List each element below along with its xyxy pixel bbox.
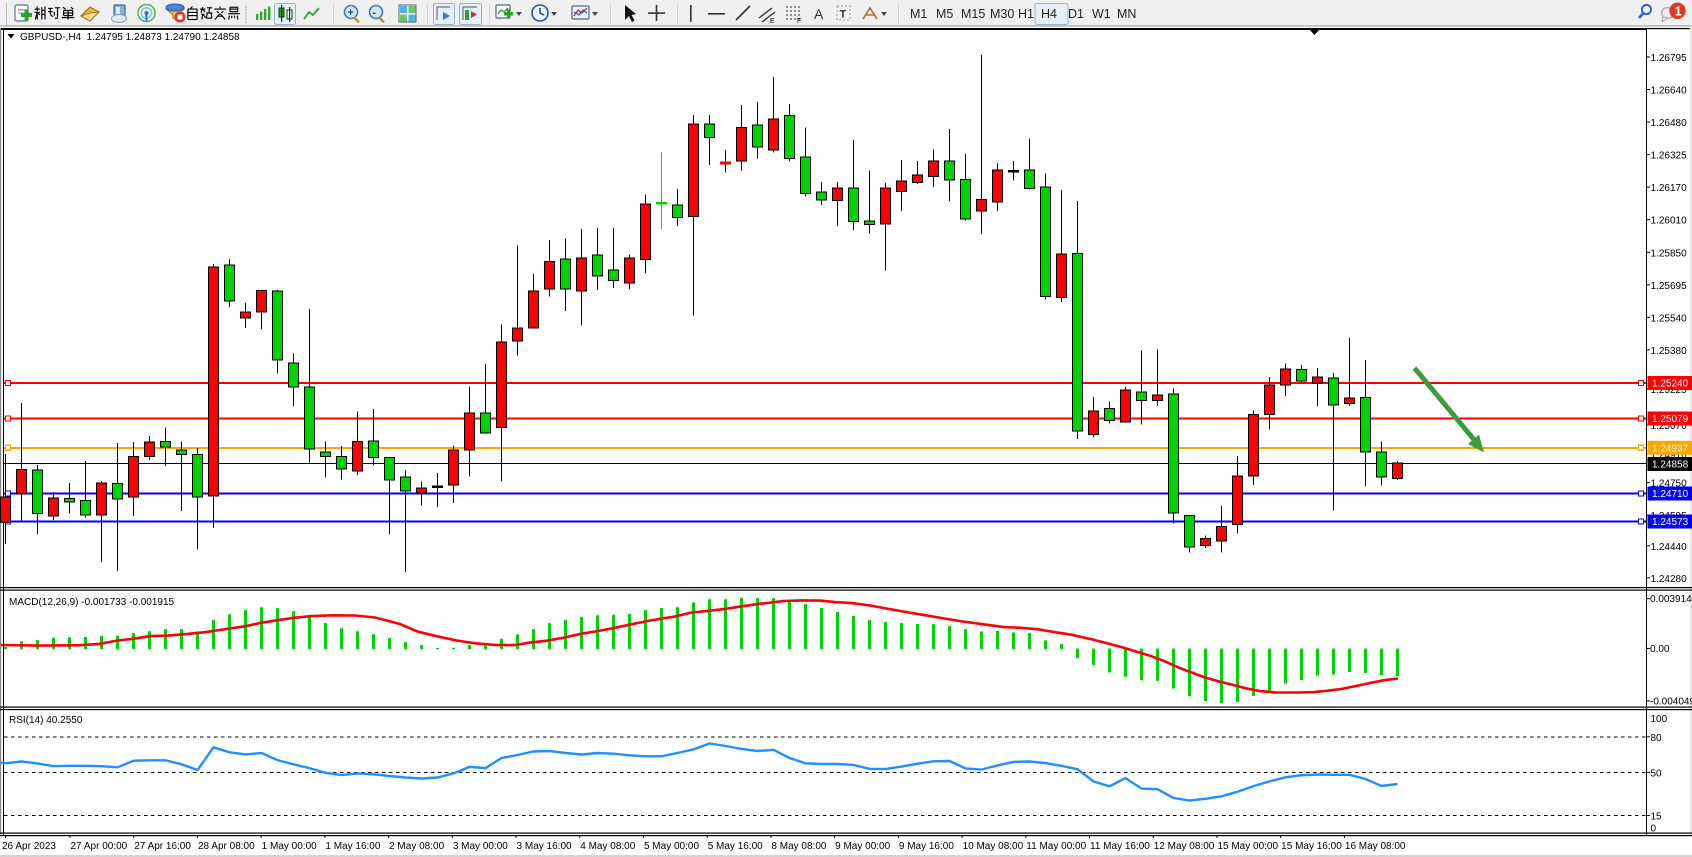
svg-text:9 May 00:00: 9 May 00:00 <box>835 841 890 852</box>
svg-text:-: - <box>372 7 376 19</box>
svg-text:2 May 08:00: 2 May 08:00 <box>389 841 444 852</box>
svg-text:11 May 00:00: 11 May 00:00 <box>1026 841 1086 852</box>
svg-text:15 May 16:00: 15 May 16:00 <box>1281 841 1342 852</box>
svg-text:27 Apr 16:00: 27 Apr 16:00 <box>134 841 191 852</box>
svg-text:27 Apr 00:00: 27 Apr 00:00 <box>71 841 128 852</box>
svg-text:M30: M30 <box>990 7 1014 21</box>
svg-text:1.24280: 1.24280 <box>1651 574 1688 585</box>
svg-text:1 May 00:00: 1 May 00:00 <box>262 841 317 852</box>
svg-text:8 May 08:00: 8 May 08:00 <box>771 841 826 852</box>
svg-text:1.26325: 1.26325 <box>1651 151 1688 162</box>
svg-text:GBPUSD-,H4 1.24795 1.24873 1.: GBPUSD-,H4 1.24795 1.24873 1.24790 1.248… <box>20 32 240 43</box>
svg-text:W1: W1 <box>1092 7 1111 21</box>
svg-text:1.24573: 1.24573 <box>1652 517 1689 528</box>
svg-text:80: 80 <box>1651 733 1663 744</box>
svg-text:1.26480: 1.26480 <box>1651 118 1688 129</box>
svg-text:9 May 16:00: 9 May 16:00 <box>899 841 954 852</box>
svg-text:D1: D1 <box>1068 7 1084 21</box>
svg-text:MACD(12,26,9) -0.001733 -0.001: MACD(12,26,9) -0.001733 -0.001915 <box>9 597 175 608</box>
svg-text:MN: MN <box>1117 7 1136 21</box>
svg-text:1.26170: 1.26170 <box>1651 183 1688 194</box>
svg-text:1.25079: 1.25079 <box>1652 414 1689 425</box>
svg-text:15 May 00:00: 15 May 00:00 <box>1217 841 1278 852</box>
svg-text:16 May 08:00: 16 May 08:00 <box>1345 841 1406 852</box>
svg-text:1.24858: 1.24858 <box>1652 460 1689 471</box>
svg-text:E: E <box>770 18 775 25</box>
svg-text:3 May 16:00: 3 May 16:00 <box>517 841 572 852</box>
svg-text:RSI(14) 40.2550: RSI(14) 40.2550 <box>9 715 83 726</box>
svg-text:F: F <box>797 18 801 25</box>
svg-text:1.26795: 1.26795 <box>1651 53 1688 64</box>
svg-text:1.25070: 1.25070 <box>1651 421 1688 432</box>
svg-text:H4: H4 <box>1041 7 1057 21</box>
svg-text:1.26640: 1.26640 <box>1651 86 1688 97</box>
svg-text:5 May 16:00: 5 May 16:00 <box>708 841 763 852</box>
svg-text:1 May 16:00: 1 May 16:00 <box>325 841 380 852</box>
svg-text:1.25850: 1.25850 <box>1651 248 1688 259</box>
svg-text:H1: H1 <box>1018 7 1034 21</box>
svg-text:1.24440: 1.24440 <box>1651 542 1688 553</box>
svg-text:1.25225: 1.25225 <box>1651 385 1688 396</box>
svg-text:50: 50 <box>1651 768 1663 779</box>
svg-text:1.24937: 1.24937 <box>1652 443 1689 454</box>
svg-text:4 May 08:00: 4 May 08:00 <box>580 841 635 852</box>
svg-text:1.24910: 1.24910 <box>1651 450 1688 461</box>
svg-text:0.003914: 0.003914 <box>1650 594 1692 605</box>
svg-text:3 May 00:00: 3 May 00:00 <box>453 841 508 852</box>
svg-text:5 May 00:00: 5 May 00:00 <box>644 841 699 852</box>
svg-text:M5: M5 <box>936 7 953 21</box>
svg-text:1.24750: 1.24750 <box>1651 479 1688 490</box>
svg-text:A: A <box>814 6 824 22</box>
svg-text:11 May 16:00: 11 May 16:00 <box>1090 841 1150 852</box>
svg-text:1.25380: 1.25380 <box>1651 346 1688 357</box>
svg-text:10 May 08:00: 10 May 08:00 <box>963 841 1024 852</box>
svg-text:28 Apr 08:00: 28 Apr 08:00 <box>198 841 255 852</box>
svg-text:15: 15 <box>1651 812 1663 823</box>
svg-text:1.25540: 1.25540 <box>1651 313 1688 324</box>
svg-text:1.24710: 1.24710 <box>1652 489 1689 500</box>
svg-text:M15: M15 <box>961 7 985 21</box>
svg-text:1.25695: 1.25695 <box>1651 281 1688 292</box>
svg-text:0.00: 0.00 <box>1650 644 1670 655</box>
svg-text:-0.004049: -0.004049 <box>1650 696 1692 707</box>
svg-text:1: 1 <box>1675 4 1682 19</box>
svg-text:26 Apr 2023: 26 Apr 2023 <box>2 841 56 852</box>
svg-text:1.26010: 1.26010 <box>1651 216 1688 227</box>
svg-text:0: 0 <box>1651 823 1657 834</box>
svg-text:T: T <box>840 9 847 21</box>
svg-text:+: + <box>347 7 353 19</box>
svg-text:12 May 08:00: 12 May 08:00 <box>1154 841 1215 852</box>
svg-text:100: 100 <box>1651 714 1668 725</box>
svg-text:M1: M1 <box>910 7 927 21</box>
svg-text:1.25240: 1.25240 <box>1652 379 1689 390</box>
